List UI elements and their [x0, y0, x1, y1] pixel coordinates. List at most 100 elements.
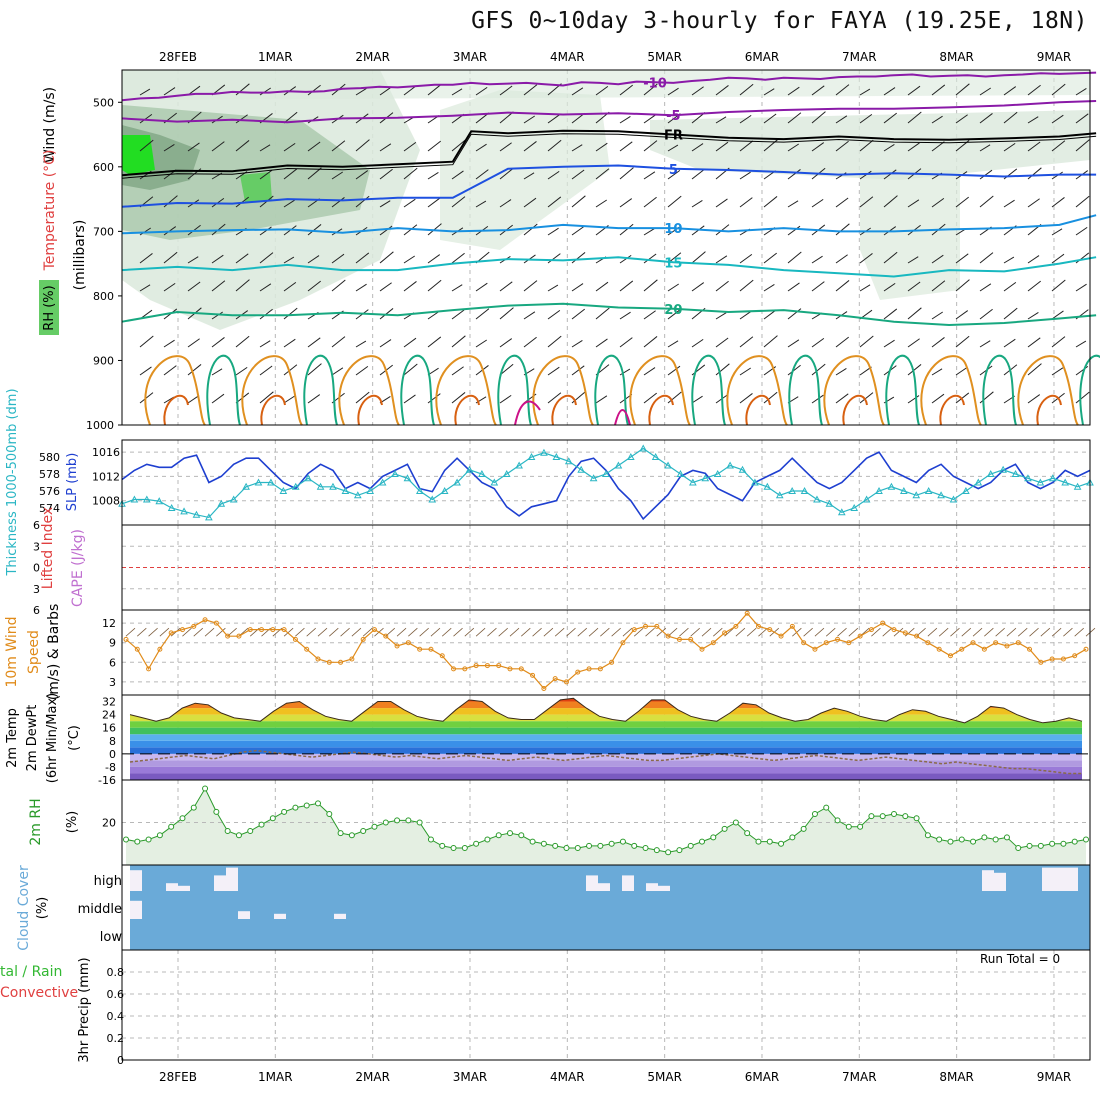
barb-15-11 — [499, 394, 512, 404]
barb-25-6 — [739, 253, 753, 264]
wind-speed-marker-44 — [620, 640, 626, 646]
date-label-bottom-2MAR: 2MAR — [355, 1070, 390, 1084]
warm-contour-1 — [241, 355, 303, 426]
barb-33-0 — [931, 84, 946, 96]
barb-13-6 — [451, 252, 465, 264]
thickness-marker-11 — [254, 478, 263, 486]
rh-marker-49 — [676, 847, 683, 854]
barb-0-11 — [139, 392, 154, 404]
barb-12-3 — [427, 172, 439, 180]
barb-7-7 — [307, 280, 321, 292]
rh-marker-35 — [518, 832, 525, 839]
barb-21-4 — [643, 196, 657, 208]
barb-7-9 — [307, 337, 321, 348]
barb-23-0 — [691, 86, 704, 96]
wind10-barb-34 — [509, 627, 520, 637]
barb-38-7 — [1051, 279, 1066, 292]
wind10-barb-30 — [464, 627, 475, 637]
temp-band-6 — [130, 734, 1082, 741]
barb-0-10 — [139, 366, 152, 376]
thickness-marker-56 — [813, 495, 821, 503]
rh-marker-25 — [405, 817, 412, 824]
barb-19-3 — [595, 168, 610, 180]
thickness-marker-35 — [552, 452, 561, 460]
barb-16-5 — [523, 223, 538, 236]
wind10-barb-82 — [1051, 627, 1062, 637]
barb-27-8 — [787, 308, 802, 320]
thickness-marker-65 — [924, 486, 933, 494]
barb-38-10 — [1051, 367, 1064, 376]
wind-speed-marker-24 — [394, 643, 400, 649]
li-tick-3: 3 — [33, 583, 40, 596]
date-label-top-9MAR: 9MAR — [1037, 50, 1072, 64]
barb-38-0 — [1051, 83, 1066, 96]
rh-marker-18 — [326, 811, 333, 817]
barb-35-1 — [979, 113, 993, 124]
barb-30-9 — [859, 335, 874, 348]
barb-19-8 — [595, 307, 610, 320]
barb-11-7 — [403, 281, 417, 292]
thickness-marker-63 — [900, 486, 908, 494]
temp-band-8 — [130, 721, 1082, 728]
barb-26-1 — [763, 113, 777, 124]
rh-marker-54 — [732, 819, 739, 826]
wind-speed-marker-55 — [744, 610, 750, 616]
thickness-marker-48 — [713, 469, 722, 477]
label-precip-conv: Convective — [0, 985, 78, 1001]
thickness-marker-67 — [949, 495, 958, 503]
barb-28-1 — [811, 111, 826, 124]
wind-speed-marker-7 — [202, 617, 208, 623]
barb-34-1 — [955, 114, 968, 124]
warm-contour-7 — [823, 355, 885, 426]
thickness-marker-24 — [416, 486, 424, 494]
barb-18-4 — [571, 195, 586, 208]
rh-marker-16 — [303, 802, 310, 809]
date-label-bottom-1MAR: 1MAR — [258, 1070, 293, 1084]
wind-speed-marker-59 — [789, 623, 795, 629]
temp-tick--16: -16 — [98, 774, 116, 787]
barb-32-11 — [907, 395, 920, 404]
barb-1-4 — [163, 195, 178, 208]
barb-12-7 — [427, 279, 442, 292]
rh-marker-11 — [247, 828, 254, 834]
barb-5-2 — [259, 144, 271, 152]
warm-contour-0 — [144, 355, 206, 426]
wind-tick-3: 3 — [109, 676, 116, 689]
barb-29-6 — [835, 254, 848, 264]
warm-contour-8 — [920, 355, 982, 426]
label-temperature: Temperature (°C) — [42, 150, 58, 272]
rh-marker-37 — [540, 840, 547, 847]
wind-speed-marker-18 — [326, 659, 332, 665]
green-contour-low-9 — [1079, 354, 1100, 426]
rh-marker-82 — [1049, 840, 1056, 847]
wind-speed-marker-78 — [1004, 643, 1010, 649]
thickness-marker-45 — [676, 469, 685, 477]
wind-speed-marker-12 — [259, 627, 265, 633]
wind-speed-marker-2 — [146, 666, 152, 672]
thickness-marker-22 — [391, 469, 399, 477]
barb-16-0 — [523, 84, 538, 96]
temp-contour-10 — [121, 214, 1097, 235]
barb-20-10 — [619, 368, 631, 376]
warm-contour-inner-3 — [454, 394, 480, 426]
rh-marker-2 — [145, 836, 152, 843]
barb-18-9 — [571, 340, 583, 348]
barb-32-8 — [907, 307, 922, 320]
barb-23-9 — [691, 338, 704, 348]
barb-18-6 — [571, 252, 586, 264]
barb-22-11 — [667, 391, 682, 404]
rh-marker-21 — [360, 828, 367, 834]
temp-band-0 — [130, 773, 1082, 780]
temp-line — [129, 697, 1083, 724]
wind10-barb-7 — [204, 627, 215, 637]
barb-28-2 — [811, 142, 825, 152]
barb-33-8 — [931, 311, 943, 320]
barb-38-6 — [1051, 253, 1065, 264]
barb-14-7 — [475, 282, 488, 292]
label-rh2m: 2m RH — [28, 798, 44, 845]
wind10-barb-61 — [814, 627, 825, 637]
thickness-marker-33 — [527, 452, 536, 460]
barb-21-2 — [643, 140, 658, 152]
cloud-mid-bar-17 — [334, 913, 346, 919]
wind-speed-line — [125, 612, 1087, 690]
